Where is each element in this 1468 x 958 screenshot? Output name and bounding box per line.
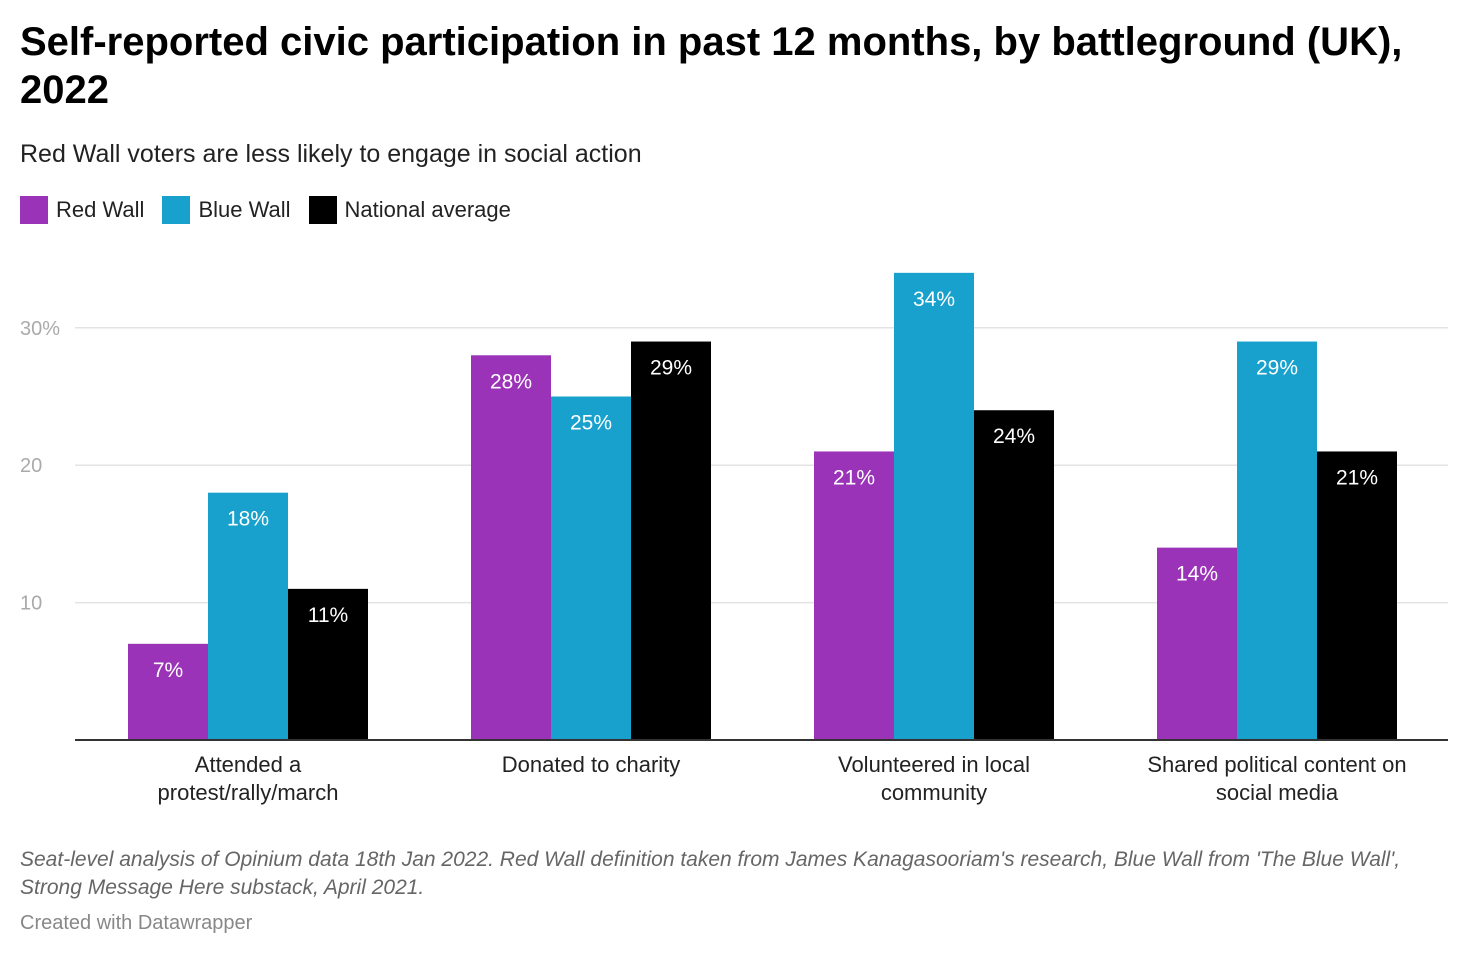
data-label-national-average-0: 11% xyxy=(308,604,348,627)
data-label-red-wall-1: 28% xyxy=(490,370,532,393)
chart-credit: Created with Datawrapper xyxy=(20,912,253,934)
bar-red-wall-0 xyxy=(128,643,208,740)
x-category-label-line: protest/rally/march xyxy=(158,780,339,805)
chart-title: Self-reported civic participation in pas… xyxy=(20,20,1403,112)
x-category-label-line: Attended a xyxy=(195,752,302,777)
y-tick-label-30: 30% xyxy=(20,318,60,340)
legend-item-red-wall: Red Wall xyxy=(20,196,144,224)
data-label-national-average-2: 24% xyxy=(993,425,1035,448)
x-category-label-1: Donated to charity xyxy=(502,752,681,777)
x-category-label-line: Volunteered in local xyxy=(838,752,1030,777)
bar-red-wall-2 xyxy=(814,451,894,740)
x-category-label-line: Shared political content on xyxy=(1147,752,1406,777)
bar-blue-wall-1 xyxy=(551,396,631,740)
data-label-blue-wall-3: 29% xyxy=(1256,357,1298,380)
y-tick-label-10: 10 xyxy=(20,593,42,615)
chart-subtitle: Red Wall voters are less likely to engag… xyxy=(20,140,642,168)
data-label-red-wall-0: 7% xyxy=(153,659,183,682)
data-label-blue-wall-2: 34% xyxy=(913,288,955,311)
bar-national-average-2 xyxy=(974,410,1054,740)
x-category-label-line: social media xyxy=(1216,780,1339,805)
x-category-label-3: Shared political content on social media xyxy=(1147,752,1406,805)
bar-national-average-1 xyxy=(631,341,711,740)
x-category-label-2: Volunteered in local community xyxy=(838,752,1030,805)
x-category-label-line: community xyxy=(881,780,987,805)
legend-swatch-national-average xyxy=(308,196,337,224)
bar-red-wall-3 xyxy=(1157,547,1237,740)
data-label-blue-wall-1: 25% xyxy=(570,412,612,435)
legend-item-national-average: National average xyxy=(308,196,511,224)
legend: Red Wall Blue Wall National average xyxy=(20,196,529,224)
legend-label-red-wall: Red Wall xyxy=(56,197,145,222)
data-label-red-wall-2: 21% xyxy=(833,466,875,489)
x-category-label-line: Donated to charity xyxy=(502,752,681,777)
data-label-national-average-3: 21% xyxy=(1336,466,1378,489)
x-category-label-0: Attended a protest/rally/march xyxy=(158,752,339,805)
bar-red-wall-1 xyxy=(471,355,551,740)
legend-label-blue-wall: Blue Wall xyxy=(198,197,291,222)
legend-label-national-average: National average xyxy=(344,197,511,222)
data-label-red-wall-3: 14% xyxy=(1176,563,1218,586)
data-label-blue-wall-0: 18% xyxy=(227,508,269,531)
bar-national-average-0 xyxy=(288,588,368,740)
legend-swatch-blue-wall xyxy=(162,196,191,224)
chart-notes: Seat-level analysis of Opinium data 18th… xyxy=(20,848,1401,899)
bar-chart: 10 20 30% 7% 18% 11% Attended a protest/rally/m… xyxy=(20,272,1448,805)
y-tick-label-20: 20 xyxy=(20,455,42,477)
bar-blue-wall-0 xyxy=(208,492,288,740)
bar-blue-wall-3 xyxy=(1237,341,1317,740)
data-label-national-average-1: 29% xyxy=(650,357,692,380)
bar-blue-wall-2 xyxy=(894,272,974,740)
legend-item-blue-wall: Blue Wall xyxy=(162,196,291,224)
legend-swatch-red-wall xyxy=(20,196,48,224)
bar-national-average-3 xyxy=(1317,451,1397,740)
